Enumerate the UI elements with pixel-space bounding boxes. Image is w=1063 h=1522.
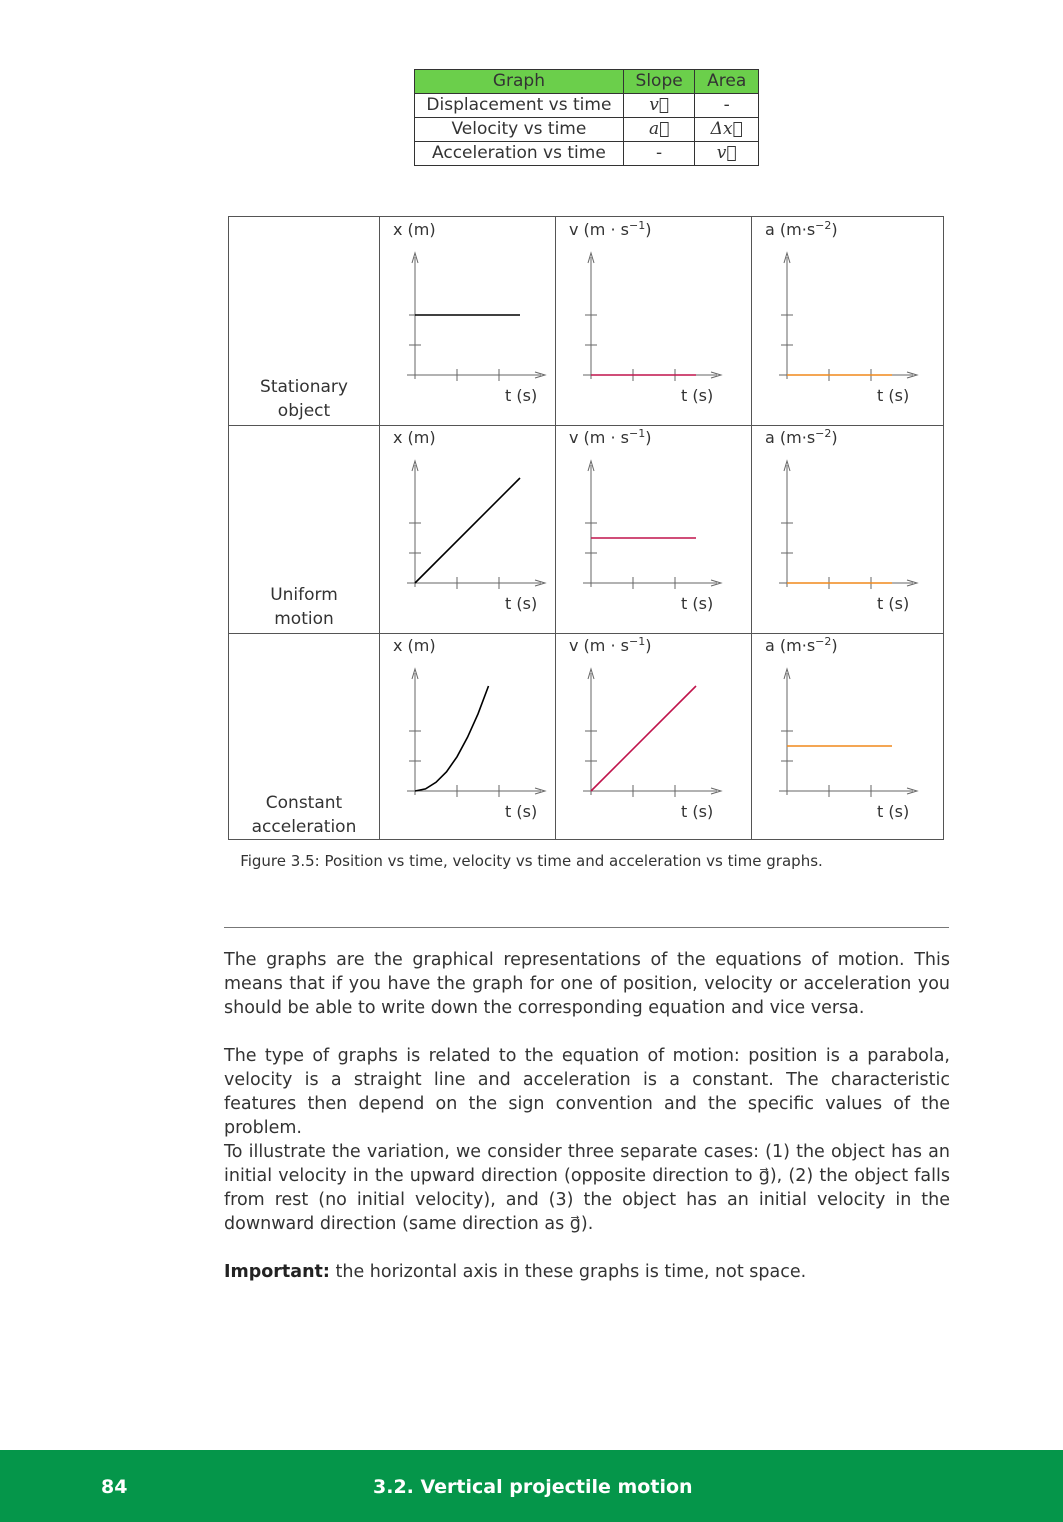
x-axis-label: t (s) — [505, 594, 537, 613]
cell-area: v⃗ — [694, 141, 759, 166]
grid-divider — [229, 633, 943, 634]
cell-area: - — [694, 93, 759, 118]
y-axis-label: x (m) — [393, 428, 436, 447]
row-label-stationary: Stationary object — [260, 377, 348, 421]
y-axis-arrow — [411, 667, 419, 680]
x-axis-arrow — [906, 371, 919, 379]
y-axis-arrow — [587, 251, 595, 264]
graph-position-2: x (m) t (s) — [393, 428, 547, 613]
grid-divider — [751, 217, 752, 839]
grid-divider — [379, 217, 380, 839]
y-axis-label: x (m) — [393, 220, 436, 239]
section-title: 3.2. Vertical projectile motion — [373, 1476, 693, 1498]
x-axis-label: t (s) — [681, 594, 713, 613]
x-axis-label: t (s) — [505, 386, 537, 405]
cell-graph: Velocity vs time — [414, 117, 624, 142]
cell-area: Δx⃗ — [694, 117, 759, 142]
motion-graphs-figure: Stationary object Uniform motion Constant a… — [228, 216, 944, 840]
x-axis-label: t (s) — [505, 802, 537, 821]
x-axis-arrow — [534, 787, 547, 795]
y-axis-arrow — [587, 667, 595, 680]
row-label-uniform: Uniform motion — [270, 585, 338, 629]
cell-slope: - — [622, 141, 696, 166]
graph-acceleration-1: a (m·s−2) t (s) — [765, 219, 919, 405]
x-axis-arrow — [534, 371, 547, 379]
x-axis-arrow — [710, 579, 723, 587]
y-axis-arrow — [411, 459, 419, 472]
x-axis-arrow — [906, 787, 919, 795]
x-axis-arrow — [710, 787, 723, 795]
horizontal-rule — [224, 927, 949, 928]
summary-table-header: Graph Slope Area — [414, 69, 759, 94]
x-axis-arrow — [906, 579, 919, 587]
paragraph: The type of graphs is related to the equ… — [224, 1046, 950, 1138]
page-number: 84 — [101, 1476, 128, 1498]
y-axis-label: x (m) — [393, 636, 436, 655]
velocity-line — [590, 685, 697, 792]
paragraph: To illustrate the variation, we consider… — [224, 1142, 950, 1234]
summary-table: Graph Slope Area Displacement vs time v⃗… — [414, 69, 759, 166]
cell-slope: a⃗ — [622, 117, 696, 142]
paragraph: Important: the horizontal axis in these … — [224, 1260, 950, 1284]
x-axis-label: t (s) — [681, 802, 713, 821]
y-axis-arrow — [783, 251, 791, 264]
cell-graph: Acceleration vs time — [414, 141, 624, 166]
grid-divider — [555, 217, 556, 839]
position-line — [414, 685, 490, 792]
x-axis-arrow — [534, 579, 547, 587]
y-axis-label: v (m · s−1) — [569, 427, 651, 447]
x-axis-label: t (s) — [877, 802, 909, 821]
position-line — [414, 477, 521, 584]
page-footer: 84 3.2. Vertical projectile motion — [0, 1450, 1063, 1522]
x-axis-label: t (s) — [681, 386, 713, 405]
cell-slope: v⃗ — [622, 93, 696, 118]
graph-position-1: x (m) t (s) — [393, 220, 547, 405]
paragraph: The graphs are the graphical representat… — [224, 950, 950, 1018]
x-axis-label: t (s) — [877, 386, 909, 405]
graph-acceleration-2: a (m·s−2) t (s) — [765, 427, 919, 613]
graph-velocity-3: v (m · s−1) t (s) — [569, 635, 723, 821]
y-axis-arrow — [783, 459, 791, 472]
x-axis-arrow — [710, 371, 723, 379]
header-graph: Graph — [414, 69, 624, 94]
x-axis-label: t (s) — [877, 594, 909, 613]
graph-position-3: x (m) t (s) — [393, 636, 547, 821]
table-row: Displacement vs time v⃗ - — [414, 93, 759, 118]
y-axis-label: v (m · s−1) — [569, 635, 651, 655]
y-axis-label: a (m·s−2) — [765, 635, 838, 655]
figure-caption: Figure 3.5: Position vs time, velocity v… — [240, 852, 823, 870]
grid-divider — [229, 425, 943, 426]
header-area: Area — [694, 69, 759, 94]
y-axis-label: a (m·s−2) — [765, 427, 838, 447]
y-axis-arrow — [587, 459, 595, 472]
graph-acceleration-3: a (m·s−2) t (s) — [765, 635, 919, 821]
graph-velocity-1: v (m · s−1) t (s) — [569, 219, 723, 405]
table-row: Velocity vs time a⃗ Δx⃗ — [414, 117, 759, 142]
header-slope: Slope — [622, 69, 696, 94]
y-axis-arrow — [411, 251, 419, 264]
graph-velocity-2: v (m · s−1) t (s) — [569, 427, 723, 613]
cell-graph: Displacement vs time — [414, 93, 624, 118]
row-label-constant-acceleration: Constant acceleration — [251, 793, 357, 837]
y-axis-arrow — [783, 667, 791, 680]
important-text: the horizontal axis in these graphs is t… — [329, 1262, 807, 1282]
y-axis-label: a (m·s−2) — [765, 219, 838, 239]
table-row: Acceleration vs time - v⃗ — [414, 141, 759, 166]
y-axis-label: v (m · s−1) — [569, 219, 651, 239]
important-label: Important: — [224, 1262, 330, 1282]
